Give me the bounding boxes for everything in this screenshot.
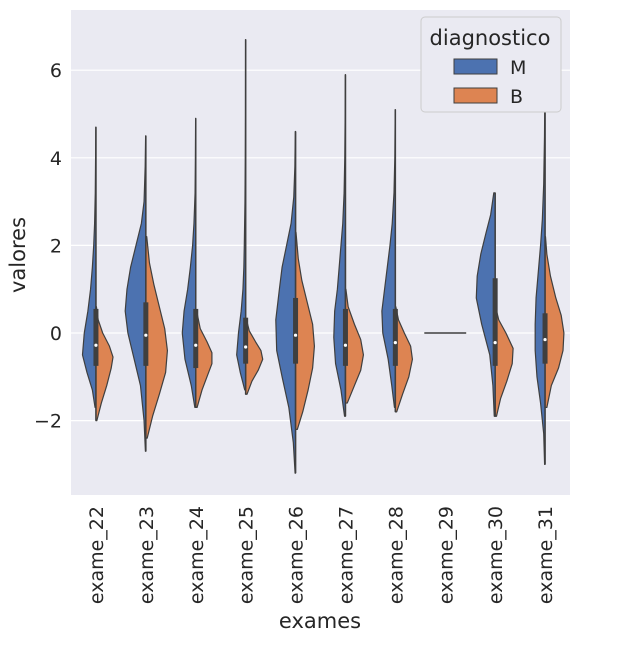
violin-median-exame_27 — [343, 343, 348, 347]
x-tick-label: exame_28 — [385, 506, 407, 604]
x-tick-label: exame_23 — [136, 506, 158, 604]
violin-iqr-exame_25 — [243, 317, 249, 364]
violin-B-exame_23 — [145, 236, 169, 439]
y-tick-label: 4 — [50, 148, 62, 170]
violin-median-exame_24 — [194, 343, 198, 347]
y-axis-title: valores — [6, 217, 30, 293]
x-tick-label: exame_24 — [186, 506, 208, 604]
legend-label-M: M — [510, 57, 526, 79]
legend-swatch-M — [453, 58, 498, 75]
legend-entries: MB — [453, 57, 526, 108]
violins — [81, 38, 565, 474]
x-tick-label: exame_25 — [236, 506, 258, 604]
violin-iqr-exame_26 — [293, 297, 299, 364]
y-tick-label: 0 — [50, 323, 62, 345]
violin-M-exame_30 — [475, 192, 496, 417]
x-tick-label: exame_29 — [435, 506, 457, 604]
violin-median-exame_26 — [293, 333, 298, 337]
violin-iqr-exame_24 — [193, 308, 199, 369]
violin-median-exame_25 — [244, 345, 248, 349]
legend-title: diagnostico — [430, 26, 551, 50]
legend-label-B: B — [510, 86, 523, 108]
violin-median-exame_30 — [493, 341, 497, 345]
violin-iqr-exame_28 — [392, 308, 398, 366]
violin-iqr-exame_22 — [93, 308, 99, 366]
violin-iqr-exame_30 — [492, 278, 498, 366]
y-tick-label: −2 — [34, 411, 62, 433]
x-tick-label: exame_22 — [86, 506, 108, 604]
y-tick-labels: −2 0 2 4 6 — [34, 60, 62, 432]
x-axis-title: exames — [279, 609, 361, 633]
x-tick-label: exame_27 — [335, 506, 357, 604]
x-tick-labels: exame_22 exame_23 exame_24 exame_25 exame_26… — [86, 506, 557, 604]
violin-median-exame_23 — [144, 333, 148, 337]
x-tick-label: exame_30 — [485, 506, 507, 604]
x-tick-label: exame_31 — [535, 506, 557, 604]
x-tick-label: exame_26 — [286, 506, 308, 604]
violin-median-exame_22 — [94, 343, 98, 347]
legend-swatch-B — [453, 87, 498, 104]
violin-iqr-exame_27 — [342, 308, 348, 366]
legend: diagnostico MB — [420, 16, 562, 113]
y-tick-label: 2 — [50, 235, 62, 257]
violin-median-exame_31 — [543, 337, 547, 342]
y-tick-label: 6 — [50, 60, 62, 82]
violin-median-exame_28 — [393, 341, 397, 345]
